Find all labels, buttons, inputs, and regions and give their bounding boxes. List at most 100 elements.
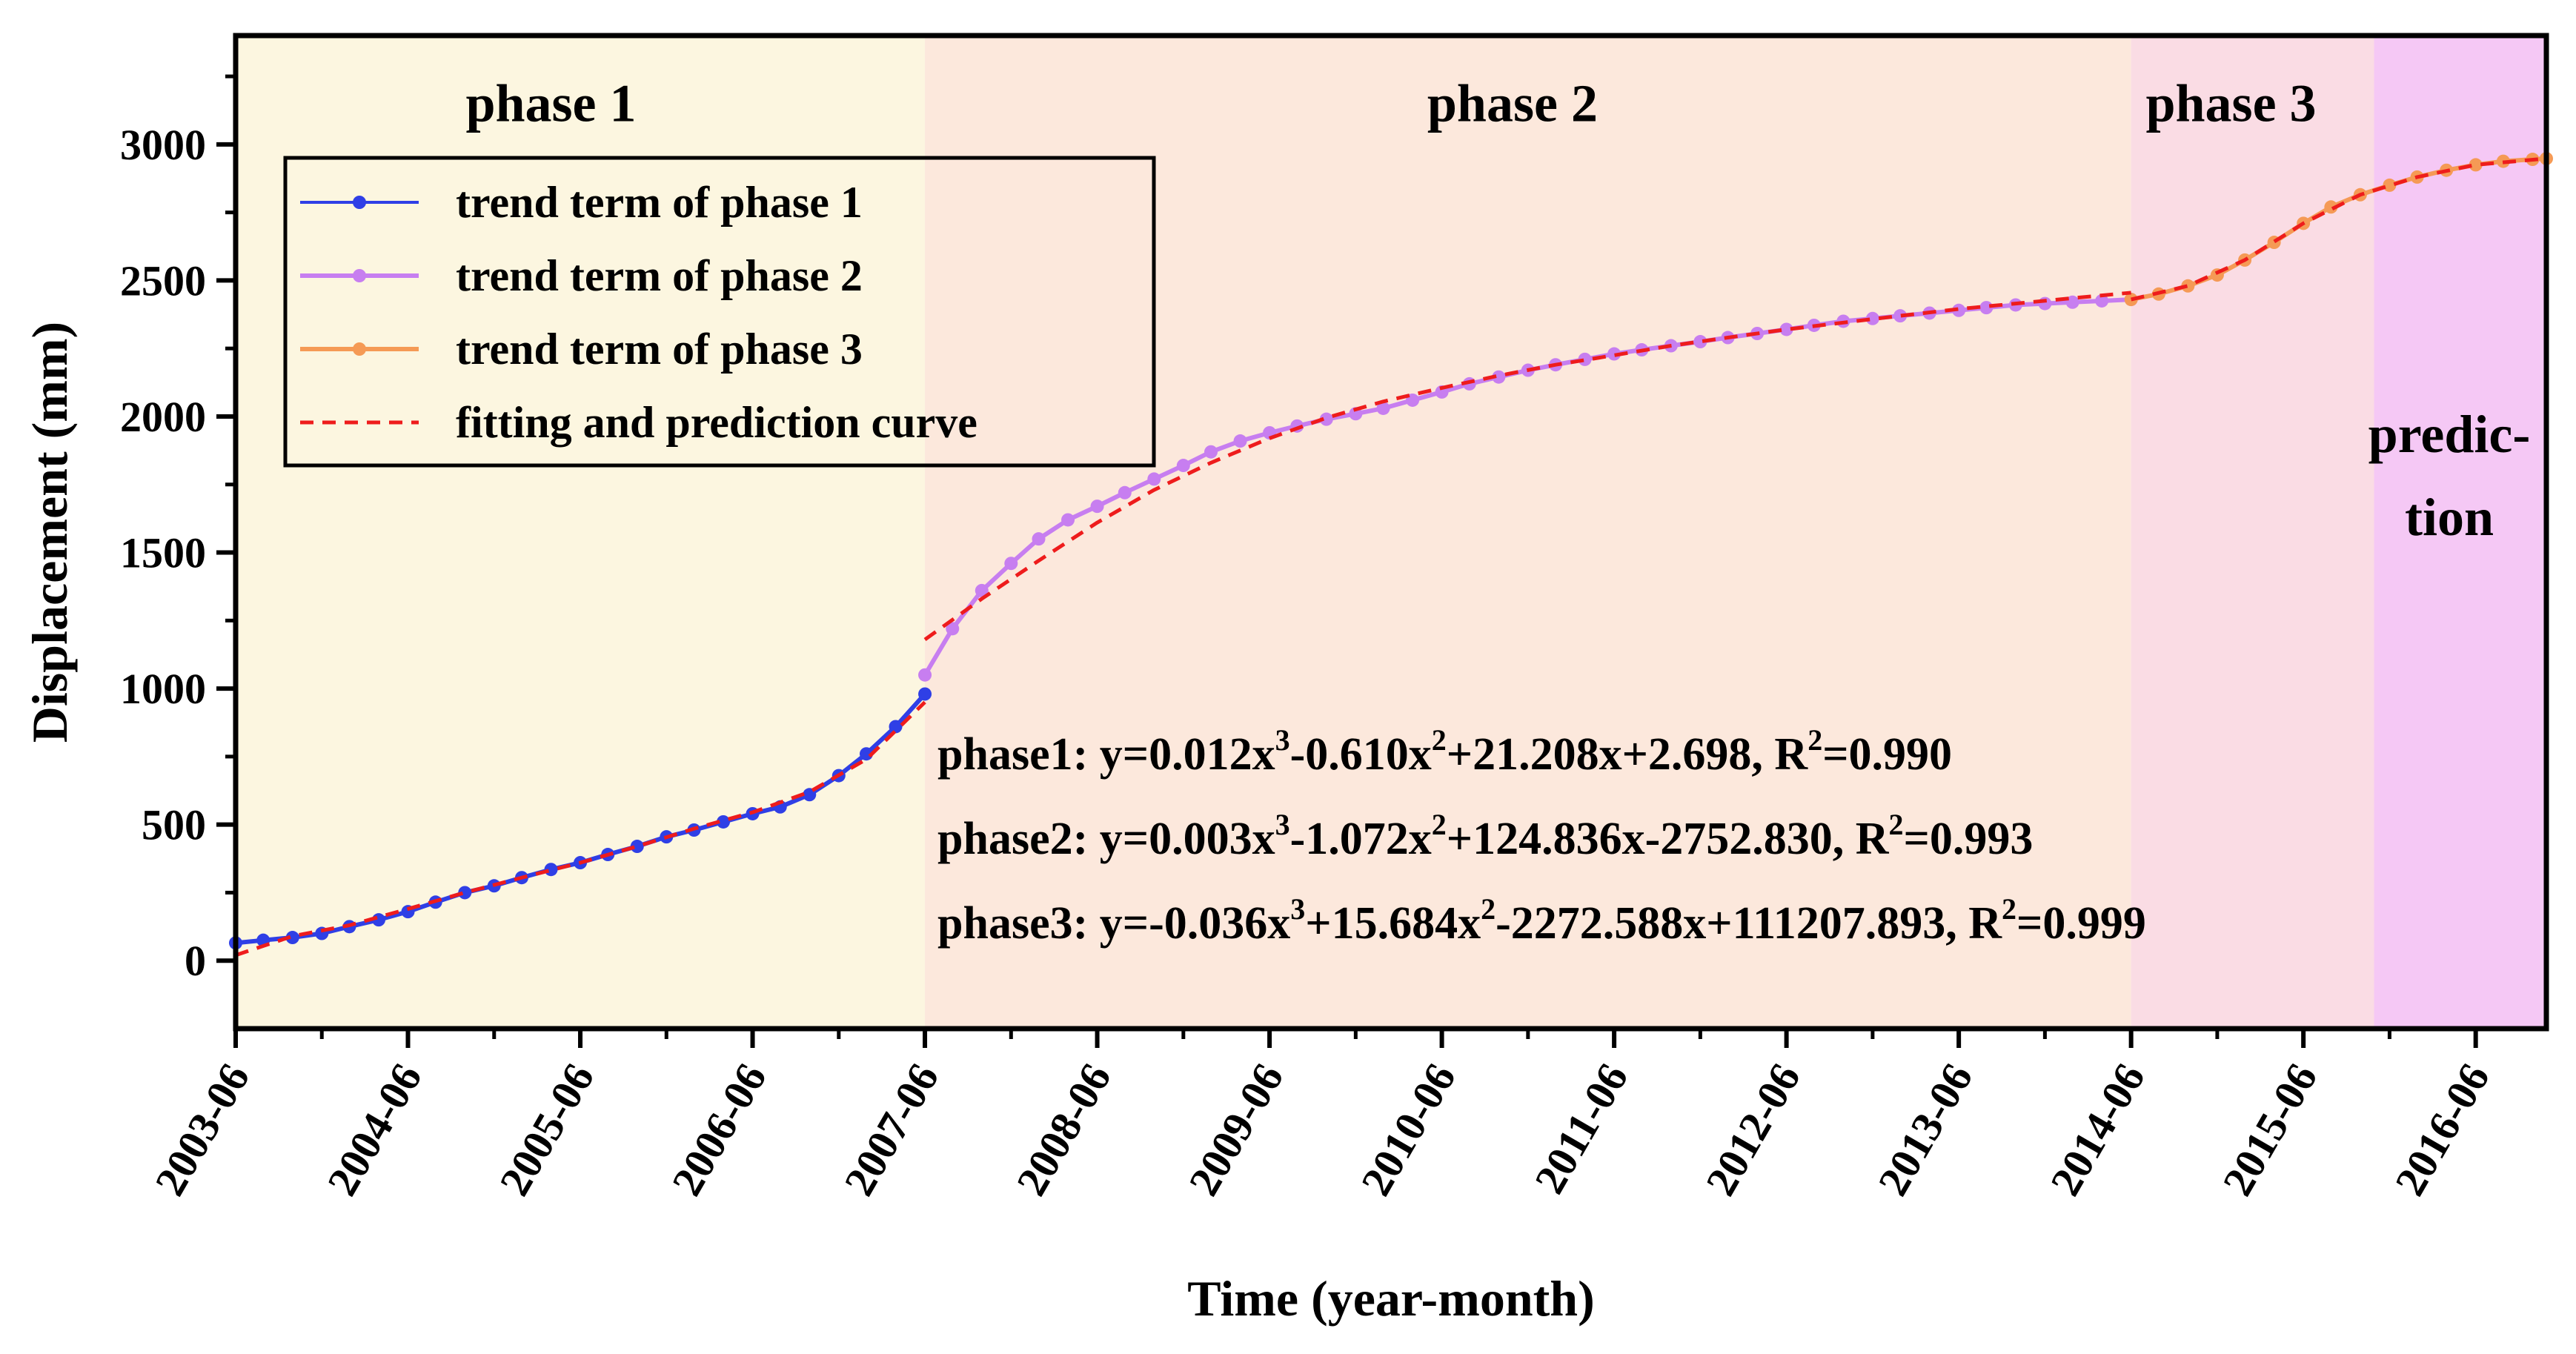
x-tick-label: 2007-06 bbox=[834, 1055, 948, 1204]
data-point-phase-3 bbox=[2181, 279, 2195, 293]
phase-2-label: phase 2 bbox=[1427, 73, 1598, 133]
data-point-phase-1 bbox=[717, 814, 731, 829]
equation-phase-3-sup-3: 2 bbox=[2002, 892, 2016, 926]
data-point-phase-2 bbox=[946, 622, 960, 636]
data-point-phase-1 bbox=[630, 840, 644, 854]
x-axis-title: Time (year-month) bbox=[1187, 1270, 1595, 1327]
data-point-phase-2 bbox=[1607, 347, 1621, 361]
equation-phase-1-sup-1: 3 bbox=[1275, 723, 1290, 757]
data-point-phase-2 bbox=[1233, 434, 1247, 448]
prediction-label: predic- tion bbox=[2368, 405, 2531, 547]
data-point-phase-2 bbox=[1492, 370, 1506, 384]
equation-phase-1-r2: =0.990 bbox=[1822, 729, 1952, 780]
equation-phase-3-label: phase3: bbox=[937, 898, 1100, 949]
data-point-phase-2 bbox=[1004, 557, 1018, 571]
equation-phase-2-sup-2: 2 bbox=[1432, 808, 1447, 841]
data-point-phase-2 bbox=[1779, 322, 1793, 336]
equation-phase-3-sup-2: 2 bbox=[1481, 892, 1496, 926]
data-point-phase-3 bbox=[2324, 200, 2338, 214]
equation-phase-2: phase2: y=0.003x3-1.072x2+124.836x-2752.… bbox=[937, 808, 2033, 864]
data-point-phase-2 bbox=[1865, 311, 1879, 325]
fit-curve-layer bbox=[235, 156, 2547, 958]
data-point-phase-1 bbox=[918, 687, 932, 701]
equation-phase-1-label: phase1: bbox=[937, 729, 1100, 780]
phase-1-label: phase 1 bbox=[465, 73, 636, 133]
y-tick-label: 2500 bbox=[120, 256, 206, 305]
equation-phase-3: phase3: y=-0.036x3+15.684x2-2272.588x+11… bbox=[937, 892, 2146, 949]
data-point-phase-2 bbox=[1147, 472, 1161, 486]
prediction-label-line-2: tion bbox=[2405, 488, 2494, 547]
equation-phase-1: phase1: y=0.012x3-0.610x2+21.208x+2.698,… bbox=[937, 723, 1952, 780]
x-tick-label: 2015-06 bbox=[2213, 1055, 2326, 1204]
y-tick-label: 2000 bbox=[120, 393, 206, 441]
y-tick-label: 0 bbox=[185, 937, 206, 985]
data-point-phase-2 bbox=[2095, 293, 2109, 308]
data-point-phase-2 bbox=[1376, 401, 1390, 415]
region-prediction bbox=[2374, 36, 2546, 1029]
legend-label-phase-3: trend term of phase 3 bbox=[456, 325, 863, 374]
x-tick-label: 2013-06 bbox=[1868, 1055, 1982, 1204]
data-point-phase-1 bbox=[458, 886, 472, 900]
data-point-phase-2 bbox=[975, 583, 989, 597]
x-tick-label: 2016-06 bbox=[2386, 1055, 2499, 1204]
data-point-phase-1 bbox=[285, 931, 299, 945]
data-point-phase-1 bbox=[859, 747, 873, 761]
data-point-phase-2 bbox=[1893, 309, 1908, 323]
x-tick-label: 2009-06 bbox=[1179, 1055, 1292, 1204]
equation-phase-1-sup-3: 2 bbox=[1807, 723, 1822, 757]
equation-phase-3-r2: =0.999 bbox=[2016, 898, 2146, 949]
equation-phase-3-prefix: y=-0.036x bbox=[1100, 898, 1290, 949]
equation-phase-1-tail: +21.208x+2.698, R bbox=[1447, 729, 1809, 780]
x-tick-label: 2011-06 bbox=[1525, 1055, 1637, 1201]
legend-marker-phase-1 bbox=[353, 196, 366, 209]
legend-entry-fit-curve: fitting and prediction curve bbox=[300, 398, 977, 447]
data-point-phase-1 bbox=[889, 720, 903, 734]
x-tick-label: 2010-06 bbox=[1352, 1055, 1465, 1204]
data-point-phase-2 bbox=[2038, 296, 2052, 311]
legend-label-phase-1: trend term of phase 1 bbox=[456, 178, 863, 227]
legend-entry-phase-3: trend term of phase 3 bbox=[300, 325, 863, 374]
x-tick-label: 2006-06 bbox=[663, 1055, 776, 1204]
legend-entry-phase-2: trend term of phase 2 bbox=[300, 251, 863, 300]
y-tick-label: 1000 bbox=[120, 665, 206, 713]
equations: phase1: y=0.012x3-0.610x2+21.208x+2.698,… bbox=[937, 723, 2146, 949]
prediction-label-line-1: predic- bbox=[2368, 405, 2531, 464]
legend-entry-phase-1: trend term of phase 1 bbox=[300, 178, 863, 227]
phase-3-label: phase 3 bbox=[2145, 73, 2316, 133]
legend-label-fit-curve: fitting and prediction curve bbox=[456, 398, 977, 447]
y-tick-label: 3000 bbox=[120, 121, 206, 169]
data-point-phase-2 bbox=[1349, 407, 1363, 421]
equation-phase-2-r2: =0.993 bbox=[1904, 814, 2034, 864]
data-point-phase-1 bbox=[803, 788, 817, 802]
equation-phase-2-label: phase2: bbox=[937, 814, 1100, 864]
x-tick-label: 2004-06 bbox=[318, 1055, 431, 1204]
y-tick-label: 1500 bbox=[120, 529, 206, 577]
region-phase-3 bbox=[2131, 36, 2374, 1029]
equation-phase-1-sup-2: 2 bbox=[1432, 723, 1447, 757]
legend-label-phase-2: trend term of phase 2 bbox=[456, 251, 863, 300]
fit-curve-segment-2 bbox=[923, 291, 2131, 642]
plot-frame bbox=[233, 33, 2549, 1032]
fit-curve-segment-3 bbox=[2131, 156, 2547, 302]
x-tick-label: 2008-06 bbox=[1007, 1055, 1121, 1204]
y-axis-title: Displacement (mm) bbox=[21, 322, 78, 743]
y-tick-label: 500 bbox=[142, 801, 206, 849]
axes bbox=[233, 33, 2549, 1032]
legend-marker-phase-2 bbox=[353, 269, 366, 282]
data-point-phase-2 bbox=[1204, 445, 1218, 459]
data-point-phase-2 bbox=[1061, 513, 1075, 527]
data-point-phase-3 bbox=[2469, 158, 2483, 172]
equation-phase-1-prefix: y=0.012x bbox=[1100, 729, 1275, 780]
region-phase-2 bbox=[925, 36, 2131, 1029]
equation-phase-3-sup-1: 3 bbox=[1290, 892, 1305, 926]
data-point-phase-2 bbox=[1952, 303, 1966, 317]
background-regions bbox=[236, 36, 2546, 1029]
phase-labels: phase 1 phase 2 phase 3 bbox=[465, 73, 2316, 133]
equation-phase-3-tail: -2272.588x+111207.893, R bbox=[1496, 898, 2002, 949]
data-point-phase-2 bbox=[918, 668, 932, 682]
legend: trend term of phase 1 trend term of phas… bbox=[283, 156, 1156, 468]
x-tick-label: 2005-06 bbox=[490, 1055, 603, 1204]
equation-phase-3-mid: +15.684x bbox=[1305, 898, 1481, 949]
equation-phase-2-sup-1: 3 bbox=[1275, 808, 1290, 841]
